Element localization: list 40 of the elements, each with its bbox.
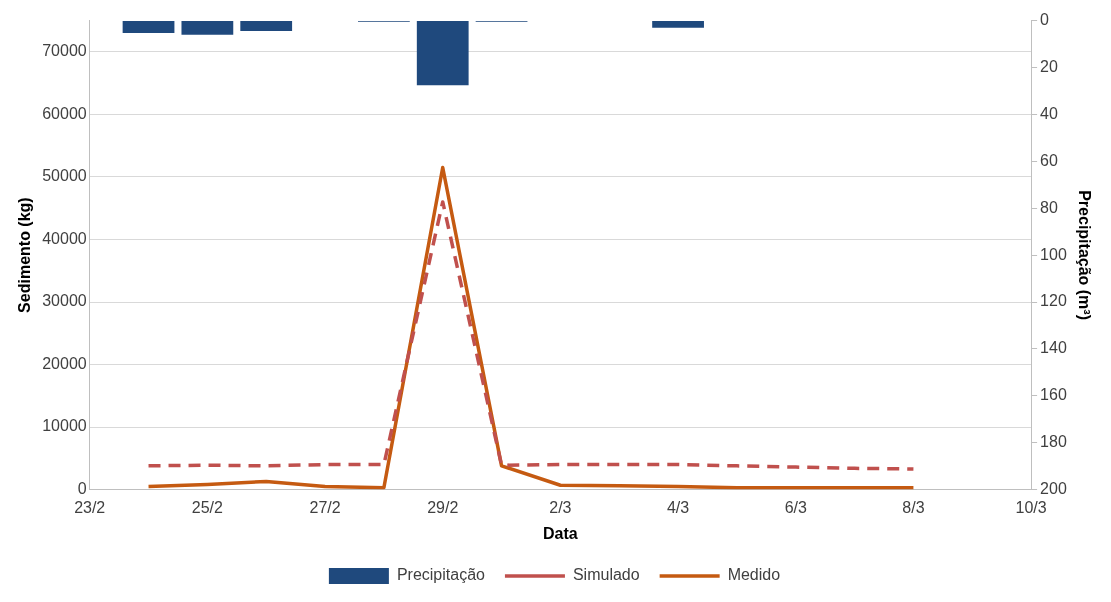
x-tick-label: 25/2: [191, 498, 224, 516]
x-tick-label: 23/2: [74, 498, 106, 516]
x-tick-label: 10/3: [1015, 498, 1047, 516]
y2-tick-label: 140: [1040, 339, 1067, 357]
legend-label: Simulado: [572, 566, 640, 584]
x-tick-label: 29/2: [427, 498, 459, 516]
y-tick-label: 40000: [42, 229, 87, 247]
y-tick-label: 50000: [42, 167, 87, 185]
x-axis-title: Data: [543, 524, 578, 542]
y2-tick-label: 180: [1040, 433, 1067, 451]
bar: [181, 21, 234, 35]
y2-tick-label: 60: [1040, 151, 1058, 169]
y2-tick-label: 200: [1040, 480, 1067, 498]
y2-tick-label: 0: [1040, 11, 1050, 29]
legend-label: Medido: [727, 566, 781, 584]
x-tick-label: 27/2: [309, 498, 341, 516]
y2-tick-label: 160: [1040, 386, 1067, 404]
y-tick-label: 20000: [42, 354, 87, 372]
y-tick-label: 0: [77, 480, 87, 498]
y-tick-label: 30000: [42, 292, 87, 310]
y-tick-label: 70000: [42, 42, 87, 60]
y2-tick-label: 80: [1040, 198, 1058, 216]
y-tick-label: 60000: [42, 104, 87, 122]
bar: [122, 21, 175, 34]
legend-label: Precipitação: [396, 566, 486, 584]
y2-tick-label: 40: [1040, 104, 1058, 122]
y-axis-title: Sedimento (kg): [16, 197, 34, 313]
bar: [652, 21, 704, 28]
line-series: [146, 200, 916, 471]
y2-tick-label: 20: [1040, 57, 1058, 75]
y2-tick-label: 120: [1040, 292, 1067, 310]
x-tick-label: 6/3: [784, 498, 807, 516]
y2-axis-title: Precipitação (m³): [1075, 190, 1093, 321]
x-tick-label: 2/3: [549, 498, 572, 516]
bar: [240, 21, 293, 31]
bar: [416, 21, 469, 86]
y2-tick-label: 100: [1040, 245, 1067, 263]
y-tick-label: 10000: [42, 417, 87, 435]
x-tick-label: 8/3: [902, 498, 925, 516]
x-tick-label: 4/3: [666, 498, 690, 516]
